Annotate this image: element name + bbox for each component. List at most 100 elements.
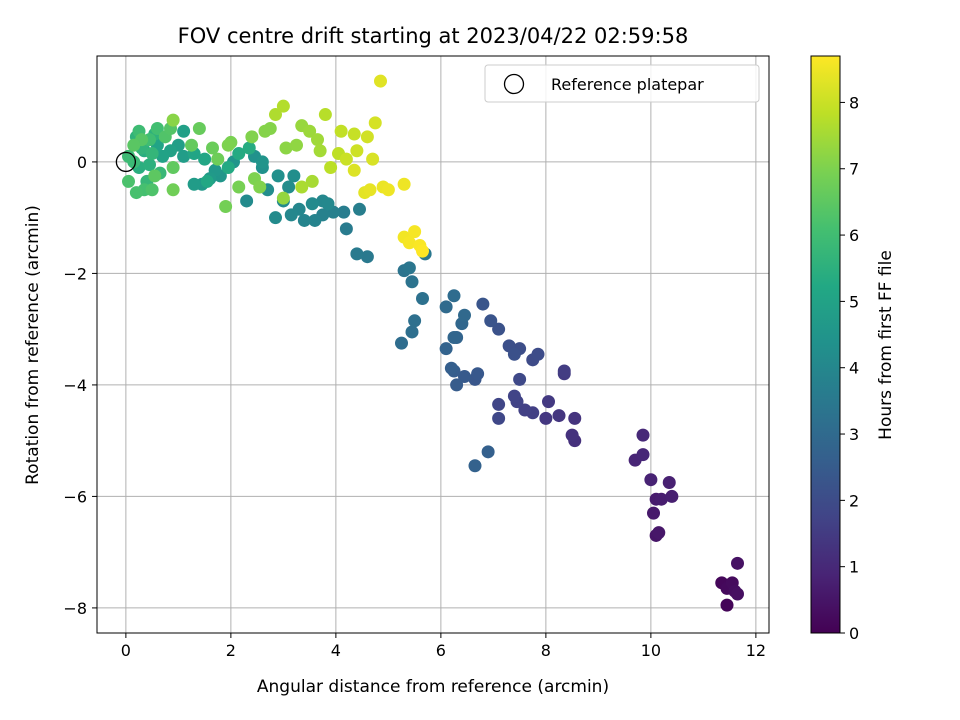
data-point — [347, 163, 361, 177]
x-axis-ticks: 0 2 4 6 8 10 12 — [121, 633, 766, 660]
data-point — [145, 147, 159, 161]
data-point — [539, 411, 553, 425]
data-point — [476, 297, 490, 311]
colorbar-ticks: 0 1 2 3 4 5 6 7 8 — [840, 93, 859, 643]
data-point — [192, 121, 206, 135]
data-point — [321, 197, 335, 211]
data-point — [284, 208, 298, 222]
data-point — [731, 587, 744, 601]
data-point — [269, 108, 282, 122]
x-tick-label: 6 — [436, 641, 446, 660]
data-point — [395, 336, 408, 350]
data-point — [276, 99, 290, 113]
data-point — [122, 149, 135, 163]
data-point — [360, 250, 374, 264]
x-tick-label: 2 — [226, 641, 236, 660]
data-point — [271, 169, 285, 183]
x-tick-label: 0 — [121, 641, 131, 660]
data-point — [402, 236, 416, 250]
data-point — [232, 147, 246, 161]
data-point — [402, 261, 416, 275]
data-point — [166, 160, 180, 174]
data-point — [458, 370, 471, 384]
data-point — [276, 191, 290, 205]
data-point — [206, 141, 219, 155]
data-point — [568, 411, 582, 425]
data-point — [166, 183, 180, 197]
x-tick-label: 4 — [331, 641, 341, 660]
data-point — [363, 183, 377, 197]
data-point — [127, 138, 141, 152]
data-point — [513, 372, 527, 386]
data-point — [253, 180, 267, 194]
data-point — [353, 202, 366, 216]
legend-entry-reference-platepar: Reference platepar — [551, 75, 704, 94]
reference-marker-group — [115, 151, 137, 173]
data-point — [484, 314, 498, 328]
data-point — [129, 186, 143, 200]
data-point — [313, 144, 327, 158]
y-axis-ticks: 0 −2 −4 −6 −8 — [63, 153, 97, 618]
data-point — [662, 475, 676, 489]
legend-box — [484, 64, 760, 103]
data-point — [408, 225, 422, 239]
data-point — [507, 347, 521, 361]
data-point — [311, 133, 324, 147]
data-point — [232, 180, 246, 194]
x-tick-label: 12 — [746, 641, 766, 660]
data-point — [468, 459, 482, 473]
data-point — [447, 331, 461, 345]
data-point — [731, 556, 744, 570]
data-point — [636, 448, 650, 462]
data-point — [287, 169, 301, 183]
data-point — [444, 361, 458, 375]
y-tick-label: −2 — [63, 264, 87, 283]
data-point — [397, 177, 411, 191]
data-point — [652, 526, 666, 540]
data-point — [221, 138, 235, 152]
colorbar-tick-label: 8 — [849, 93, 859, 112]
data-point — [492, 397, 506, 411]
data-point — [122, 174, 135, 188]
data-point — [492, 322, 506, 336]
data-point — [368, 116, 382, 130]
data-point — [177, 149, 191, 163]
data-point — [334, 124, 348, 138]
data-point — [381, 183, 395, 197]
chart-title: FOV centre drift starting at 2023/04/22 … — [178, 24, 689, 48]
data-point — [542, 395, 555, 409]
data-point — [531, 347, 545, 361]
colorbar-tick-label: 6 — [849, 226, 859, 245]
legend-marker-open-circle — [503, 73, 525, 95]
data-point — [187, 177, 201, 191]
data-point — [156, 149, 170, 163]
y-tick-label: −4 — [63, 376, 87, 395]
legend: Reference platepar — [484, 64, 760, 103]
data-point — [416, 292, 429, 306]
data-point — [665, 489, 679, 503]
data-point — [636, 428, 650, 442]
colorbar-label: Hours from first FF file — [876, 250, 896, 440]
y-tick-label: 0 — [77, 153, 87, 172]
data-point — [166, 113, 180, 127]
data-point — [366, 152, 380, 166]
data-point — [720, 598, 734, 612]
x-axis-label: Angular distance from reference (arcmin) — [257, 677, 609, 697]
colorbar: 0 1 2 3 4 5 6 7 8 Hours from first FF file — [810, 55, 896, 643]
data-point — [143, 158, 156, 172]
colorbar-tick-label: 2 — [849, 491, 859, 510]
data-point — [245, 130, 259, 144]
data-point — [360, 130, 374, 144]
data-point — [337, 205, 351, 219]
data-point — [177, 124, 191, 138]
y-tick-label: −6 — [63, 487, 87, 506]
data-point — [145, 183, 159, 197]
data-point — [347, 127, 361, 141]
data-point — [552, 409, 566, 423]
data-point — [408, 314, 422, 328]
data-point — [507, 389, 521, 403]
data-point — [219, 200, 233, 214]
data-point — [150, 121, 164, 135]
data-point — [221, 160, 235, 174]
data-point — [148, 169, 162, 183]
